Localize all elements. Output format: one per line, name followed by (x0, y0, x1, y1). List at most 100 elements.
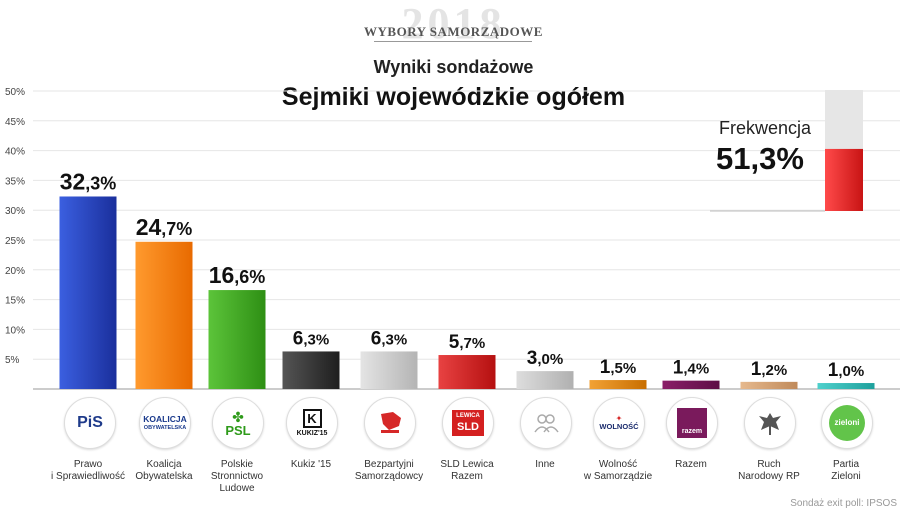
value-label: 1,2% (751, 359, 787, 380)
value-label-dec: ,4% (683, 361, 709, 378)
value-label-dec: ,0% (838, 363, 864, 380)
category-label: Partia Zieloni (831, 459, 860, 482)
category-label-line: Prawo (74, 459, 103, 470)
y-tick-label: 35% (5, 176, 25, 187)
razem-logo-text: razem (677, 408, 707, 438)
bar (662, 380, 720, 389)
bar (740, 381, 798, 389)
psl-logo-text: PSL (225, 422, 251, 438)
zieloni-logo-icon: zieloni (821, 397, 873, 449)
category-label: Wolność w Samorządzie (583, 459, 653, 482)
razem-logo-icon: razem (666, 397, 718, 449)
source-note: Sondaż exit poll: IPSOS (790, 498, 897, 509)
value-label: 1,0% (828, 360, 864, 381)
sld-logo-bottom: SLD (457, 421, 479, 433)
kukiz-logo-text: KUKIZ'15 (296, 430, 328, 437)
y-tick-label: 5% (5, 355, 20, 366)
category-label: Polskie Stronnictwo Ludowe (211, 459, 264, 494)
category-label-line: Razem (451, 471, 483, 482)
category-label-line: Wolność (599, 459, 637, 470)
category-label: Bezpartyjni Samorządowcy (355, 459, 423, 482)
category-label-line: Ruch (757, 459, 780, 470)
value-label: 3,0% (527, 348, 563, 369)
value-label-int: 5 (449, 332, 460, 353)
category-labels: Prawo i Sprawiedliwość Koalicja Obywatelska… (51, 459, 861, 494)
category-label: Inne (535, 459, 555, 470)
category-label-line: Koalicja (146, 459, 181, 470)
value-label-int: 3 (527, 348, 538, 369)
bs-logo-icon (364, 397, 416, 449)
value-label-int: 16 (209, 262, 235, 288)
value-label-dec: ,3% (303, 331, 329, 348)
ko-logo-icon: KOALICJA OBYWATELSKA (139, 397, 191, 449)
ko-logo-top: KOALICJA (143, 414, 187, 424)
brand-underline (374, 41, 532, 42)
value-label-dec: ,7% (161, 219, 192, 239)
value-label: 32,3% (60, 168, 117, 194)
y-tick-label: 45% (5, 117, 25, 128)
y-tick-label: 30% (5, 206, 25, 217)
category-label: Prawo i Sprawiedliwość (51, 459, 125, 482)
value-label: 16,6% (209, 262, 266, 288)
zieloni-logo-text: zieloni (829, 405, 865, 441)
kukiz-logo-icon: K KUKIZ'15 (286, 397, 338, 449)
value-label-int: 1 (600, 357, 611, 378)
brand-heading: WYBORY SAMORZĄDOWE (364, 24, 543, 39)
y-tick-label: 50% (5, 87, 25, 98)
eagle-logo-icon (744, 397, 796, 449)
category-label-line: Ludowe (219, 483, 254, 494)
category-label-line: w Samorządzie (583, 471, 653, 482)
value-label-dec: ,0% (537, 351, 563, 368)
y-tick-label: 25% (5, 236, 25, 247)
category-label-line: Partia (833, 459, 860, 470)
y-tick-label: 40% (5, 147, 25, 158)
chart-subtitle: Wyniki sondażowe (373, 57, 534, 77)
category-label-line: Samorządowcy (355, 471, 423, 482)
turnout-bar (710, 90, 863, 212)
y-tick-label: 20% (5, 266, 25, 277)
bars (59, 196, 875, 389)
category-label-line: Inne (535, 459, 555, 470)
pis-logo-icon: PiS (64, 397, 116, 449)
value-label-dec: ,6% (234, 267, 265, 287)
wolnosc-logo-icon: ✦ WOLNOŚĆ (593, 397, 645, 449)
wolnosc-logo-text: WOLNOŚĆ (599, 422, 639, 432)
value-label: 6,3% (293, 328, 329, 349)
value-label-dec: ,2% (761, 362, 787, 379)
turnout-value: 51,3% (716, 141, 804, 176)
value-label-int: 1 (751, 359, 762, 380)
turnout-bar-fill (825, 148, 863, 211)
value-label: 1,4% (673, 358, 709, 379)
category-label-line: Stronnictwo (211, 471, 264, 482)
y-tick-label: 10% (5, 325, 25, 336)
value-label-dec: ,3% (381, 331, 407, 348)
value-label: 6,3% (371, 328, 407, 349)
value-label-int: 32 (60, 168, 86, 194)
bar (817, 383, 875, 389)
people-icon (520, 397, 572, 449)
category-label-line: Narodowy RP (738, 471, 800, 482)
category-label-line: SLD Lewica (440, 459, 494, 470)
category-label-line: Obywatelska (135, 471, 193, 482)
bar (360, 351, 418, 389)
value-label-dec: ,5% (610, 360, 636, 377)
bar (59, 196, 117, 389)
category-label-line: i Sprawiedliwość (51, 471, 125, 482)
value-label: 5,7% (449, 332, 485, 353)
sld-logo-top: LEWICA (456, 413, 480, 419)
bar (589, 380, 647, 389)
category-label: Ruch Narodowy RP (738, 459, 800, 482)
category-label: Razem (675, 459, 707, 470)
category-label-line: Razem (675, 459, 707, 470)
bar (208, 290, 266, 389)
value-label-int: 6 (371, 328, 382, 349)
value-label-int: 1 (828, 360, 839, 381)
value-label-int: 1 (673, 358, 684, 379)
pis-logo-text: PiS (77, 414, 103, 431)
chart-title: Sejmiki wojewódzkie ogółem (281, 83, 626, 111)
category-label-line: Zieloni (831, 471, 860, 482)
bar (516, 371, 574, 389)
bar (438, 355, 496, 389)
category-label-line: Bezpartyjni (364, 459, 413, 470)
